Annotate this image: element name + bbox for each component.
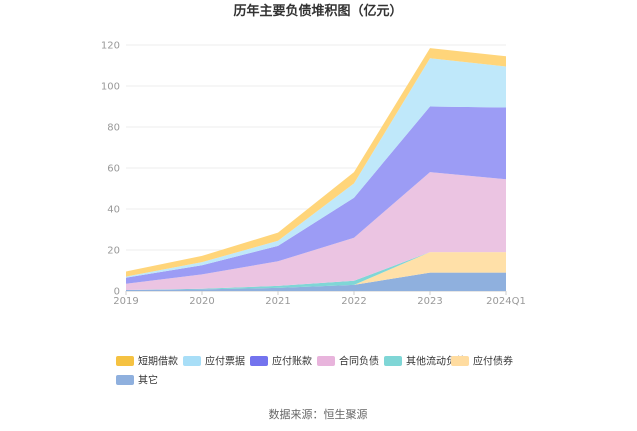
source-note: 数据来源：恒生聚源 <box>269 407 368 421</box>
area-series <box>126 48 506 291</box>
legend-item[interactable]: 其它 <box>116 374 158 387</box>
y-tick-label: 60 <box>107 164 120 175</box>
y-tick-label: 40 <box>107 205 120 216</box>
legend-label: 应付账款 <box>272 355 312 368</box>
x-tick-label: 2024Q1 <box>486 296 526 307</box>
area-合同负债 <box>126 172 506 290</box>
legend-swatch <box>116 356 134 366</box>
legend-label: 应付债券 <box>473 355 513 368</box>
y-tick-label: 0 <box>114 287 120 298</box>
x-tick-label: 2022 <box>341 296 366 307</box>
legend-item[interactable]: 其他流动负债 <box>384 355 466 368</box>
chart-title: 历年主要负债堆积图（亿元） <box>233 3 402 19</box>
y-axis: 0 20 40 60 80 100 120 <box>101 41 120 298</box>
x-tick-label: 2020 <box>189 296 214 307</box>
area-应付账款 <box>126 106 506 284</box>
y-tick-label: 120 <box>101 41 120 52</box>
area-其它 <box>126 272 506 291</box>
y-tick-label: 100 <box>101 82 120 93</box>
legend-label: 短期借款 <box>138 355 178 368</box>
legend-swatch <box>451 356 469 366</box>
legend-swatch <box>250 356 268 366</box>
x-axis: 2019 2020 2021 2022 2023 2024Q1 <box>113 291 526 307</box>
x-tick-label: 2021 <box>265 296 290 307</box>
legend-item[interactable]: 短期借款 <box>116 355 178 368</box>
legend-item[interactable]: 应付账款 <box>250 355 312 368</box>
legend-item[interactable]: 应付债券 <box>451 355 513 368</box>
x-tick-label: 2019 <box>113 296 138 307</box>
legend-item[interactable]: 合同负债 <box>317 355 379 368</box>
legend-label: 合同负债 <box>339 355 379 368</box>
legend-label: 其他流动负债 <box>406 355 466 368</box>
x-tick-label: 2023 <box>417 296 442 307</box>
legend-label: 应付票据 <box>205 355 245 368</box>
legend-swatch <box>317 356 335 366</box>
y-tick-label: 80 <box>107 123 120 134</box>
y-tick-label: 20 <box>107 246 120 257</box>
legend-label: 其它 <box>138 374 158 387</box>
legend-swatch <box>183 356 201 366</box>
area-应付票据 <box>126 58 506 278</box>
legend-item[interactable]: 应付票据 <box>183 355 245 368</box>
legend-swatch <box>116 375 134 385</box>
area-应付债券 <box>126 252 506 290</box>
legend-swatch <box>384 356 402 366</box>
